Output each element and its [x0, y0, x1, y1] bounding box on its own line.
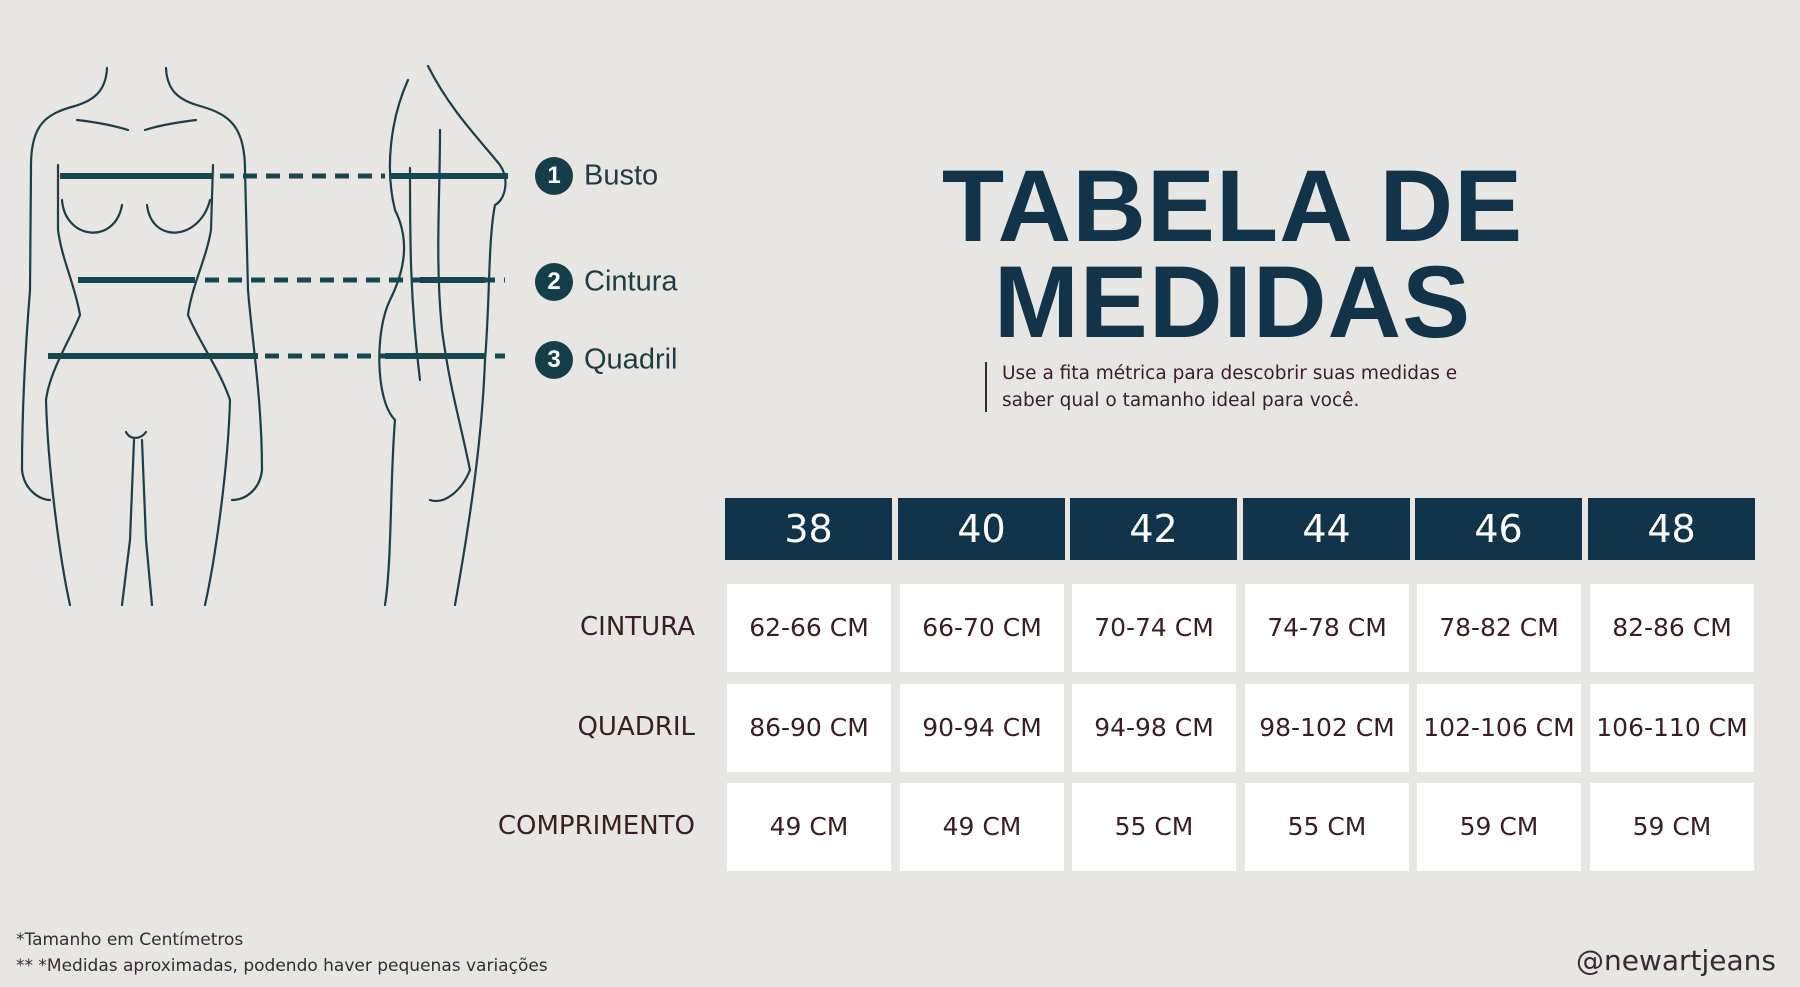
legend-label-quadril: Quadril [584, 343, 678, 376]
table-cell: 49 CM [727, 783, 891, 871]
table-cell: 106-110 CM [1590, 684, 1754, 772]
body-measurement-illustration [20, 64, 508, 607]
table-cell: 70-74 CM [1072, 584, 1236, 672]
table-cell: 86-90 CM [727, 684, 891, 772]
title-line-1: TABELA DE [941, 149, 1524, 263]
table-cell: 59 CM [1590, 783, 1754, 871]
instagram-handle: @newartjeans [1575, 944, 1776, 977]
row-label-cintura: CINTURA [580, 612, 695, 642]
size-header-44: 44 [1243, 498, 1410, 560]
legend-label-busto: Busto [584, 159, 659, 192]
table-cell: 98-102 CM [1245, 684, 1409, 772]
subtitle: Use a fita métrica para descobrir suas m… [1002, 360, 1522, 414]
size-header-42: 42 [1070, 498, 1237, 560]
table-cell: 82-86 CM [1590, 584, 1754, 672]
row-label-quadril: QUADRIL [577, 712, 695, 742]
subtitle-line-1: Use a fita métrica para descobrir suas m… [1002, 363, 1458, 384]
size-header-40: 40 [898, 498, 1065, 560]
table-cell: 74-78 CM [1245, 584, 1409, 672]
table-cell: 62-66 CM [727, 584, 891, 672]
legend-number-3: 3 [535, 341, 573, 379]
footnote-units: *Tamanho em Centímetros [16, 930, 244, 950]
size-header-46: 46 [1415, 498, 1582, 560]
table-cell: 55 CM [1245, 783, 1409, 871]
subtitle-divider [985, 362, 987, 412]
table-cell: 90-94 CM [900, 684, 1064, 772]
page-title: TABELA DE MEDIDAS [900, 149, 1565, 359]
table-cell: 78-82 CM [1417, 584, 1581, 672]
subtitle-line-2: saber qual o tamanho ideal para você. [1002, 390, 1360, 411]
title-line-2: MEDIDAS [993, 245, 1472, 359]
table-cell: 49 CM [900, 783, 1064, 871]
size-header-48: 48 [1588, 498, 1755, 560]
size-header-38: 38 [725, 498, 892, 560]
table-cell: 55 CM [1072, 783, 1236, 871]
table-cell: 94-98 CM [1072, 684, 1236, 772]
footnote-approx: ** *Medidas aproximadas, podendo haver p… [16, 956, 548, 976]
row-label-comprimento: COMPRIMENTO [497, 811, 695, 841]
legend-label-cintura: Cintura [584, 265, 678, 298]
legend-number-2: 2 [535, 263, 573, 301]
table-cell: 102-106 CM [1417, 684, 1581, 772]
legend-number-1: 1 [535, 157, 573, 195]
table-cell: 66-70 CM [900, 584, 1064, 672]
table-cell: 59 CM [1417, 783, 1581, 871]
